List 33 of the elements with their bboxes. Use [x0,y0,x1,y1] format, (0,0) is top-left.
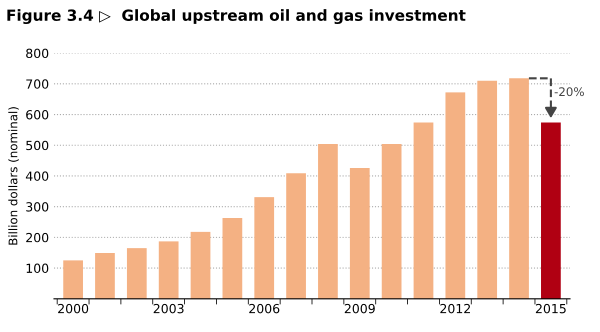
x-tick-label: 2006 [249,304,280,314]
y-tick-label: 200 [26,232,48,242]
annotation: -20% [554,87,584,96]
bar [414,122,434,299]
bar [95,253,115,299]
bar [222,218,242,299]
x-tick-label: 2009 [344,304,375,314]
x-tick-label: 2003 [154,304,184,314]
bar [318,144,338,299]
bar [350,168,370,299]
y-tick-label: 300 [26,202,48,212]
y-tick-label: 500 [26,140,48,150]
y-tick-label: 600 [26,110,48,120]
y-axis-title: Billion dollars (nominal) [8,107,19,245]
bar [477,80,498,299]
bar [541,122,561,299]
x-tick-label: 2015 [536,304,566,314]
x-tick-label: 2012 [440,304,470,314]
chart-title: Figure 3.4 ▷ Global upstream oil and gas investment [7,9,466,24]
y-tick-label: 700 [26,79,48,89]
bar [254,197,274,299]
bar [126,248,147,299]
y-tick-label: 800 [26,48,48,58]
y-tick-label: 400 [26,171,48,181]
bar [286,173,306,299]
bar [445,92,466,299]
y-tick-label: 100 [26,264,48,274]
bar [158,241,179,299]
x-tick-label: 2000 [58,304,88,314]
bar [382,144,402,299]
bar [63,260,83,299]
bar [190,232,210,299]
bar [509,78,529,299]
